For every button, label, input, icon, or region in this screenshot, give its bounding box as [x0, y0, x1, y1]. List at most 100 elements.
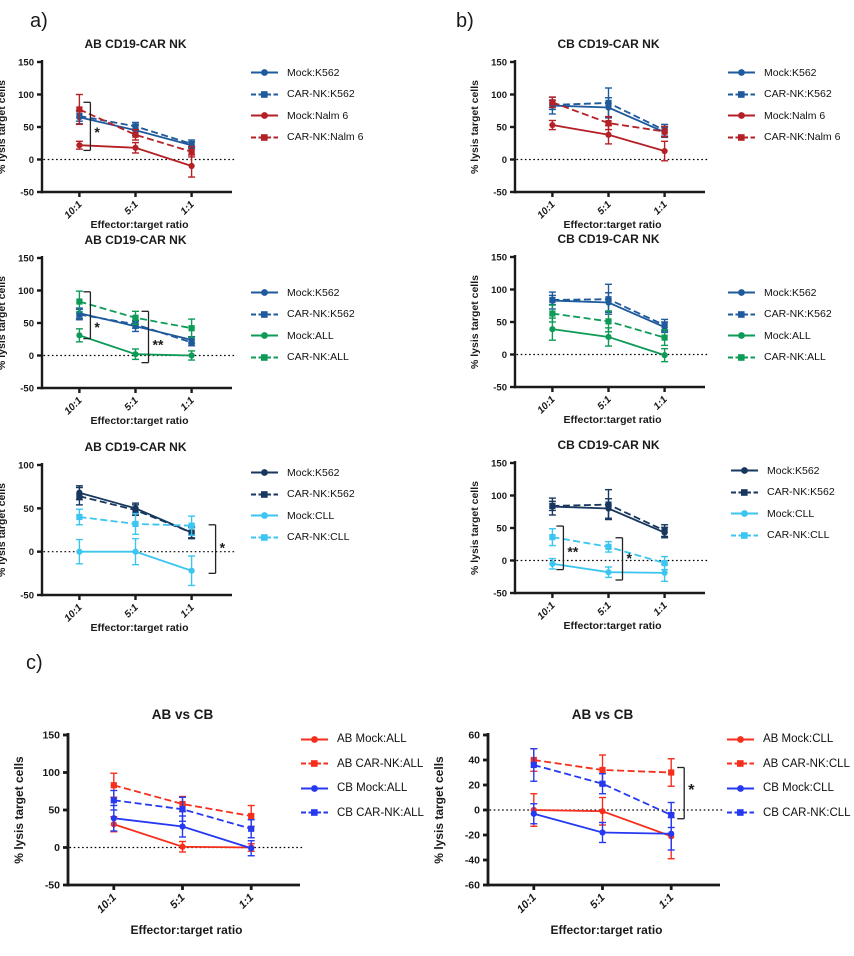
significance-bracket: *	[83, 101, 100, 152]
legend-label: Mock:Nalm 6	[287, 109, 349, 122]
chart-c1-legend: AB Mock:ALL AB CAR-NK:ALL CB Mock:ALL CB CA…	[300, 727, 424, 825]
chart-title: CB CD19-CAR NK	[557, 438, 659, 452]
legend-label: CAR-NK:K562	[764, 88, 832, 101]
circle-marker	[668, 830, 675, 837]
legend-label: AB Mock:ALL	[337, 733, 407, 746]
x-tick-label: 5:1	[588, 892, 608, 912]
legend-item-car-nk-k562: CAR-NK:K562	[250, 84, 363, 106]
y-tick-label: -50	[20, 591, 34, 602]
x-tick-labels: 10:1 5:1 1:1	[95, 892, 256, 916]
legend-item-car-nk-cll: CAR-NK:CLL	[730, 525, 835, 547]
legend-label: CB CAR-NK:CLL	[763, 806, 851, 819]
solid-line-marker-icon	[251, 332, 278, 340]
square-marker	[605, 501, 612, 508]
series-car-nk-k562	[548, 283, 669, 332]
chart-c1-plot: AB vs CB % lysis target cells Effector:tar…	[12, 707, 304, 937]
y-tick-label: 60	[468, 730, 480, 742]
chart-b1-legend: Mock:K562 CAR-NK:K562 Mock:Nalm 6 CAR-NK:Na…	[727, 62, 840, 148]
chart-title: AB CD19-CAR NK	[84, 440, 186, 454]
square-marker	[668, 811, 675, 819]
solid-line-marker-icon	[727, 735, 754, 743]
square-marker	[549, 99, 556, 106]
legend-label: Mock:K562	[767, 464, 820, 477]
y-tick-label: 150	[491, 459, 507, 470]
square-marker	[248, 825, 255, 832]
square-marker	[605, 318, 612, 325]
legend-label: CAR-NK:K562	[287, 88, 355, 101]
legend-label: CAR-NK:K562	[287, 308, 355, 321]
legend-item-cb-car-nk-cll: CB CAR-NK:CLL	[726, 801, 851, 826]
x-axis-label: Effector:target ratio	[90, 219, 188, 231]
axes	[37, 463, 232, 600]
square-marker	[248, 812, 255, 820]
y-tick-label: 0	[502, 155, 507, 166]
significance-label: **	[567, 543, 578, 559]
chart-title: AB vs CB	[572, 707, 634, 722]
series-mock-cll	[75, 537, 196, 587]
x-tick-label: 5:1	[123, 199, 141, 217]
x-axis-label: Effector:target ratio	[563, 219, 661, 231]
legend-item-car-nk-nalm-6: CAR-NK:Nalm 6	[250, 127, 363, 149]
square-marker	[110, 782, 117, 789]
y-tick-label: 40	[468, 755, 480, 767]
series-car-nk-k562	[548, 488, 669, 538]
series-mock-cll	[548, 557, 669, 583]
square-marker	[605, 120, 612, 127]
x-tick-label: 1:1	[179, 395, 197, 413]
legend-label: CAR-NK:K562	[767, 486, 835, 499]
legend-label: AB CAR-NK:ALL	[337, 757, 424, 770]
x-tick-label: 10:1	[536, 394, 558, 416]
y-axis-label: % lysis target cells	[469, 481, 481, 575]
legend-label: Mock:K562	[287, 466, 340, 479]
square-marker	[76, 311, 83, 318]
chart-b3: CB CD19-CAR NK % lysis target cells Effect…	[467, 433, 712, 643]
legend-label: Mock:Nalm 6	[764, 109, 826, 122]
significance-label: *	[94, 319, 100, 335]
square-marker	[76, 513, 83, 521]
circle-marker	[248, 845, 255, 852]
chart-a1: AB CD19-CAR NK % lysis target cells Effect…	[0, 32, 239, 242]
x-tick-label: 1:1	[237, 892, 257, 912]
square-marker	[661, 334, 668, 341]
x-tick-labels: 10:1 5:1 1:1	[536, 600, 670, 622]
legend-item-car-nk-k562: CAR-NK:K562	[250, 484, 355, 506]
x-tick-labels: 10:1 5:1 1:1	[536, 394, 670, 416]
x-tick-label: 10:1	[515, 892, 539, 916]
x-tick-label: 10:1	[536, 199, 558, 221]
y-tick-label: 0	[502, 350, 507, 361]
legend-label: AB Mock:CLL	[763, 733, 834, 746]
y-tick-label: -50	[493, 589, 507, 600]
y-tick-label: -50	[45, 880, 60, 892]
dashed-line-marker-icon	[301, 809, 328, 817]
y-tick-label: -20	[465, 830, 480, 842]
circle-marker	[188, 352, 195, 359]
solid-line-marker-icon	[731, 467, 758, 475]
y-tick-label: 0	[474, 805, 480, 817]
y-axis-label: % lysis target cells	[432, 756, 446, 864]
y-axis-label: % lysis target cells	[469, 80, 481, 174]
legend-label: CB Mock:ALL	[337, 782, 408, 795]
x-tick-labels: 10:1 5:1 1:1	[63, 199, 197, 221]
y-tick-label: 150	[491, 253, 507, 264]
x-tick-label: 1:1	[657, 892, 677, 912]
x-tick-label: 5:1	[168, 892, 188, 912]
series-cb-mock-cll	[530, 803, 675, 851]
significance-bracket: **	[141, 310, 164, 364]
chart-c2-plot: AB vs CB % lysis target cells Effector:tar…	[432, 707, 724, 937]
legend-label: AB CAR-NK:CLL	[763, 757, 850, 770]
legend-item-mock-cll: Mock:CLL	[730, 503, 835, 525]
legend-item-cb-car-nk-all: CB CAR-NK:ALL	[300, 801, 424, 826]
chart-a2-legend: Mock:K562 CAR-NK:K562 Mock:ALL CAR-NK:ALL	[250, 282, 355, 368]
y-tick-label: 100	[491, 90, 507, 101]
y-axis-label: % lysis target cells	[0, 80, 8, 174]
y-tick-label: 50	[23, 504, 34, 515]
circle-marker	[530, 810, 537, 817]
dashed-line-marker-icon	[251, 90, 278, 98]
legend-label: Mock:K562	[764, 286, 817, 299]
legend-item-ab-mock-cll: AB Mock:CLL	[726, 727, 851, 752]
legend-item-mock-all: Mock:ALL	[250, 325, 355, 347]
dashed-line-marker-icon	[727, 760, 754, 768]
legend-item-car-nk-all: CAR-NK:ALL	[727, 347, 832, 369]
series-car-nk-cll	[75, 508, 196, 536]
dashed-line-marker-icon	[301, 760, 328, 768]
